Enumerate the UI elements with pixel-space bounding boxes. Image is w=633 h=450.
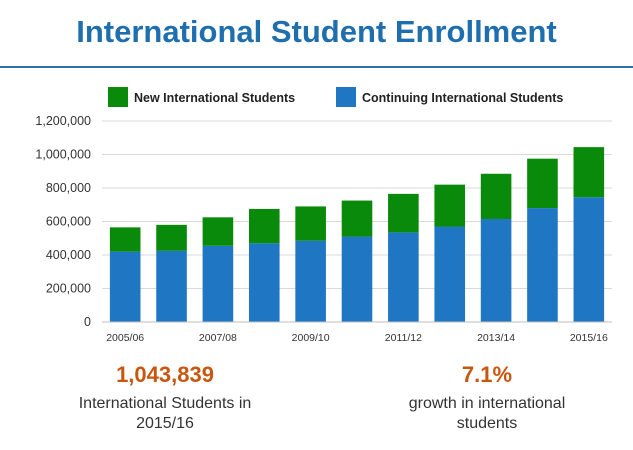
legend-swatch — [336, 87, 356, 107]
chart-bars — [109, 147, 605, 322]
stat-value: 1,043,839 — [116, 362, 214, 387]
stat-caption: growth in international students — [372, 394, 602, 434]
bar-continuing — [156, 250, 187, 322]
bar-new — [295, 206, 326, 241]
page-title: International Student Enrollment — [76, 14, 557, 49]
bar-continuing — [248, 243, 280, 322]
stat-caption: International Students in 2015/16 — [50, 394, 280, 434]
bar-continuing — [573, 197, 605, 322]
x-tick-label: 2005/06 — [106, 332, 144, 344]
chart-legend: New International Students Continuing Int… — [108, 87, 563, 107]
legend-label: New International Students — [134, 91, 295, 105]
bar-new — [434, 184, 466, 227]
y-tick-label: 200,000 — [46, 282, 91, 296]
y-tick-label: 600,000 — [46, 215, 91, 229]
x-tick-label: 2013/14 — [477, 332, 515, 344]
legend-label: Continuing International Students — [362, 91, 563, 105]
bar-continuing — [388, 232, 419, 322]
bar-new — [156, 224, 187, 251]
x-tick-label: 2009/10 — [292, 332, 330, 344]
stat-caption-line: International Students in — [78, 395, 252, 412]
bar-continuing — [434, 226, 466, 322]
stat-value: 7.1% — [461, 362, 513, 387]
bar-new — [109, 227, 141, 252]
y-tick-label: 1,000,000 — [35, 148, 91, 162]
x-axis: 2005/06 2007/08 2009/10 2011/12 2013/14 2015/… — [102, 321, 612, 344]
stat-total-students: 1,043,839 International Students in 2015… — [50, 362, 280, 434]
y-axis: 0 200,000 400,000 600,000 800,000 1,000,000 1,… — [35, 114, 91, 329]
y-tick-label: 1,200,000 — [35, 114, 91, 128]
enrollment-chart: New International Students Continuing Int… — [35, 87, 612, 344]
bar-new — [341, 200, 373, 237]
title-divider — [0, 66, 633, 68]
bar-new — [388, 193, 419, 233]
bar-continuing — [295, 240, 326, 322]
stat-growth-rate: 7.1% growth in international students — [372, 362, 602, 434]
stat-caption-line: students — [456, 415, 518, 432]
x-tick-label: 2011/12 — [385, 332, 422, 344]
x-tick-label: 2007/08 — [199, 332, 237, 344]
bar-continuing — [480, 218, 512, 322]
bar-continuing — [202, 245, 234, 322]
stat-caption-line: 2015/16 — [136, 415, 194, 432]
stat-caption-line: growth in international — [408, 395, 566, 412]
bar-continuing — [109, 251, 141, 322]
legend-swatch — [108, 87, 128, 107]
bar-new — [202, 217, 234, 246]
bar-new — [527, 158, 558, 209]
y-tick-label: 400,000 — [46, 248, 91, 262]
bar-new — [573, 147, 605, 198]
bar-continuing — [527, 208, 558, 322]
y-tick-label: 800,000 — [46, 181, 91, 195]
x-tick-label: 2015/16 — [570, 332, 608, 344]
bar-new — [248, 208, 280, 244]
y-tick-label: 0 — [84, 315, 91, 329]
bar-continuing — [341, 236, 373, 322]
bar-new — [480, 173, 512, 219]
